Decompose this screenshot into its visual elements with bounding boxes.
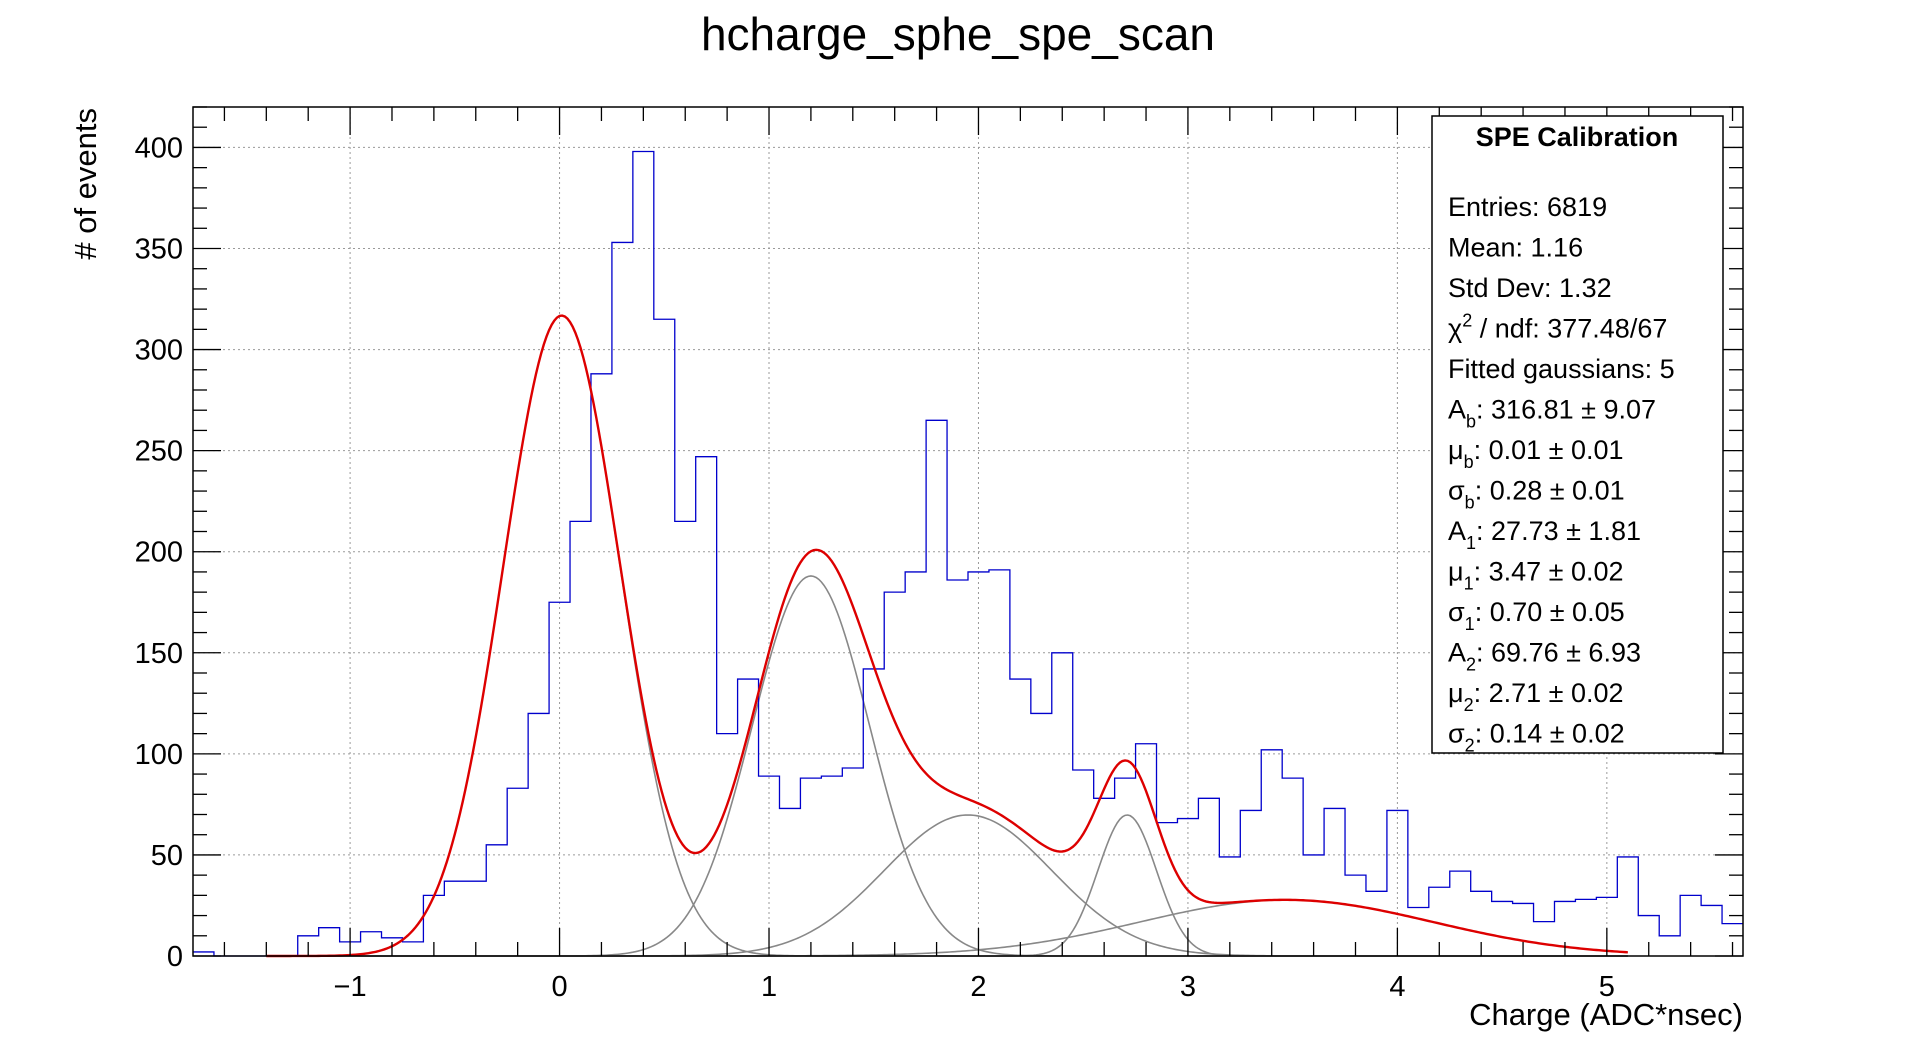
y-tick-label: 250	[135, 436, 183, 468]
fit-curve	[266, 314, 1628, 958]
stats-line: Entries: 6819	[1448, 192, 1607, 222]
stats-line: σb: 0.28 ± 0.01	[1448, 476, 1625, 513]
axis-ticks	[193, 106, 1743, 957]
stats-box-lines: Entries: 6819 Mean: 1.16 Std Dev: 1.32 χ2 /…	[1448, 192, 1675, 756]
x-tick-label: 0	[551, 971, 567, 1003]
y-tick-label: 400	[135, 132, 183, 164]
gaussian-components	[266, 314, 1628, 957]
x-tick-label: −1	[334, 971, 367, 1003]
y-tick-label: 0	[167, 941, 183, 973]
y-tick-label: 50	[151, 840, 183, 872]
stats-box-title: SPE Calibration	[1476, 122, 1679, 152]
gaussian-component-2	[266, 814, 1628, 957]
y-tick-label: 350	[135, 234, 183, 266]
y-tick-label: 100	[135, 739, 183, 771]
gaussian-component-4	[266, 899, 1628, 957]
stats-box-frame	[1431, 115, 1724, 754]
stats-line: χ2 / ndf: 377.48/67	[1448, 311, 1667, 344]
stats-line: μ1: 3.47 ± 0.02	[1448, 557, 1624, 594]
stats-line: μ2: 2.71 ± 0.02	[1448, 678, 1624, 715]
stats-line: Std Dev: 1.32	[1448, 273, 1612, 303]
x-tick-label: 2	[970, 971, 986, 1003]
x-tick-label: 5	[1599, 971, 1615, 1003]
x-tick-labels: −1 0 1 2 3 4 5	[334, 971, 1615, 1003]
stats-line: A1: 27.73 ± 1.81	[1448, 516, 1641, 553]
x-axis-label: Charge (ADC*nsec)	[1469, 997, 1743, 1032]
stats-line: Mean: 1.16	[1448, 233, 1583, 263]
stats-box: SPE Calibration Entries: 6819 Mean: 1.16 S…	[1431, 115, 1724, 756]
y-tick-labels: 0 50 100 150 200 250 300 350 400	[135, 132, 183, 973]
stats-line: μb: 0.01 ± 0.01	[1448, 435, 1624, 472]
x-tick-label: 4	[1389, 971, 1405, 1003]
histogram-series	[193, 150, 1743, 957]
stats-line: A2: 69.76 ± 6.93	[1448, 638, 1641, 675]
y-axis-label: # of events	[68, 108, 103, 260]
stats-line: Fitted gaussians: 5	[1448, 354, 1675, 384]
y-tick-label: 200	[135, 537, 183, 569]
x-tick-label: 3	[1180, 971, 1196, 1003]
chart-title: hcharge_sphe_spe_scan	[701, 8, 1215, 60]
x-tick-label: 1	[761, 971, 777, 1003]
stats-line: σ1: 0.70 ± 0.05	[1448, 597, 1625, 634]
y-tick-label: 300	[135, 335, 183, 367]
stats-line: Ab: 316.81 ± 9.07	[1448, 395, 1656, 432]
y-tick-label: 150	[135, 638, 183, 670]
gaussian-component-3	[266, 814, 1628, 957]
stats-line: σ2: 0.14 ± 0.02	[1448, 719, 1625, 756]
gaussian-component-0	[266, 314, 1628, 957]
